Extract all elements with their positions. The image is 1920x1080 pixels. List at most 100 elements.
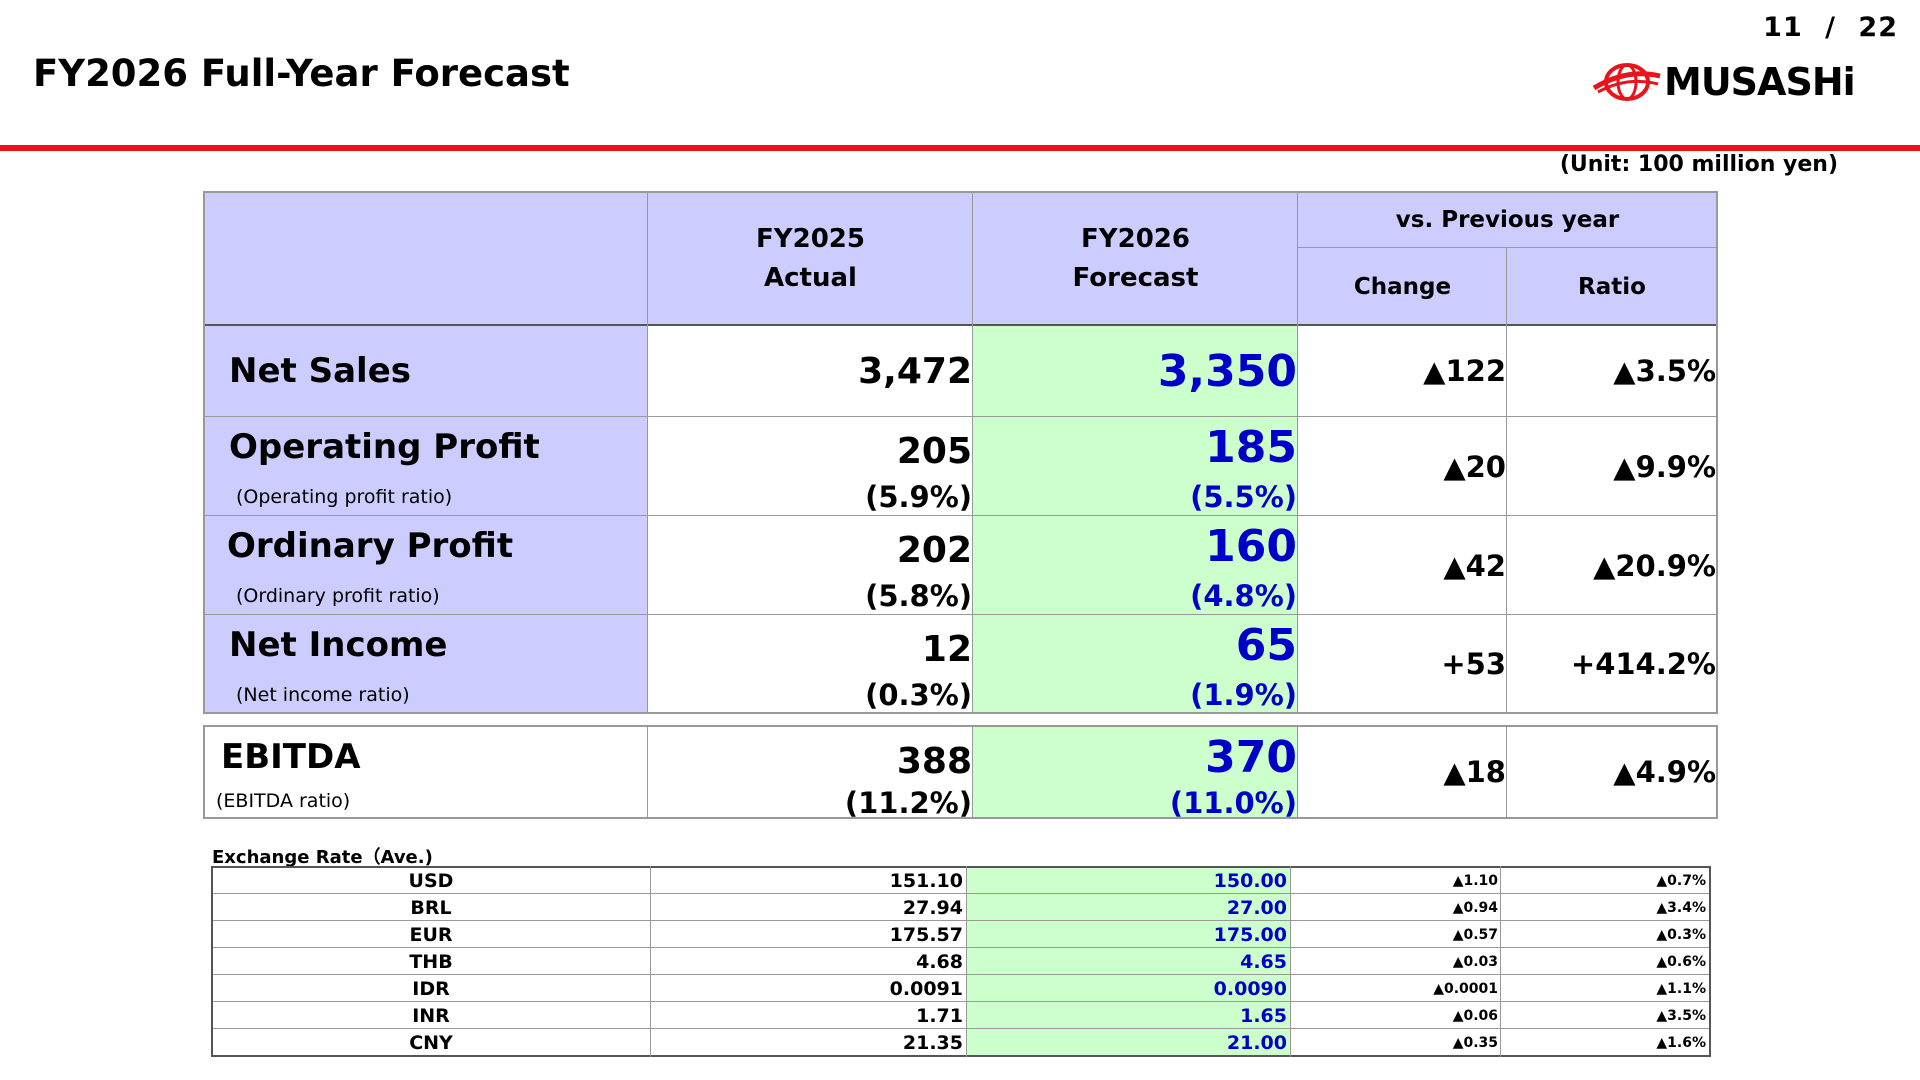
ordinary-profit-actual: 202 bbox=[896, 529, 972, 571]
currency-code: IDR bbox=[412, 977, 450, 1000]
grid-line bbox=[1716, 191, 1718, 714]
currency-code: USD bbox=[408, 869, 454, 892]
grid-line bbox=[211, 866, 1711, 868]
label-ordinary-profit-ratio: (Ordinary profit ratio) bbox=[236, 585, 440, 607]
musashi-emblem-icon bbox=[1592, 63, 1661, 101]
rate-forecast: 150.00 bbox=[966, 867, 1290, 894]
label-net-income: Net Income bbox=[229, 625, 448, 665]
label-ebitda: EBITDA bbox=[221, 737, 361, 777]
page-current: 11 bbox=[1763, 12, 1803, 43]
header-actual-year: FY2025 bbox=[756, 223, 865, 254]
grid-line bbox=[1506, 725, 1507, 819]
page-separator: / bbox=[1825, 12, 1837, 43]
exchange-row: THB 4.68 4.65 ▲0.03 ▲0.6% bbox=[212, 948, 1710, 975]
rate-change: ▲1.10 bbox=[1452, 872, 1498, 889]
exchange-row: BRL 27.94 27.00 ▲0.94 ▲3.4% bbox=[212, 894, 1710, 921]
page-title: FY2026 Full-Year Forecast bbox=[33, 52, 570, 95]
label-ebitda-ratio: (EBITDA ratio) bbox=[216, 790, 351, 812]
grid-line bbox=[1297, 725, 1298, 819]
rate-change: ▲0.0001 bbox=[1433, 980, 1498, 997]
grid-line bbox=[211, 974, 1711, 975]
label-net-income-ratio: (Net income ratio) bbox=[236, 683, 410, 706]
rate-actual: 27.94 bbox=[902, 896, 963, 919]
operating-profit-actual-ratio: (5.9%) bbox=[865, 480, 972, 514]
ebitda-change: ▲18 bbox=[1443, 755, 1506, 789]
net-sales-ratio: ▲3.5% bbox=[1613, 354, 1716, 388]
ebitda-forecast: 370 bbox=[1205, 731, 1297, 783]
net-sales-change: ▲122 bbox=[1423, 354, 1506, 388]
header-forecast-year: FY2026 bbox=[1081, 223, 1190, 254]
label-net-sales: Net Sales bbox=[229, 351, 411, 391]
rate-ratio: ▲0.7% bbox=[1656, 872, 1706, 889]
grid-line bbox=[650, 866, 651, 1057]
page-total: 22 bbox=[1858, 12, 1898, 43]
header-forecast-label: Forecast bbox=[1072, 262, 1199, 293]
rate-forecast: 175.00 bbox=[966, 921, 1290, 948]
grid-line bbox=[1297, 191, 1298, 714]
net-income-forecast-ratio: (1.9%) bbox=[1190, 677, 1297, 712]
ordinary-profit-forecast-ratio: (4.8%) bbox=[1190, 579, 1297, 613]
rate-forecast: 27.00 bbox=[966, 894, 1290, 921]
operating-profit-actual: 205 bbox=[896, 430, 972, 472]
rate-actual: 4.68 bbox=[916, 950, 963, 973]
net-income-ratio: +414.2% bbox=[1570, 647, 1716, 681]
grid-line bbox=[203, 817, 1718, 819]
rate-actual: 21.35 bbox=[902, 1031, 963, 1054]
label-operating-profit: Operating Profit bbox=[229, 427, 540, 467]
ebitda-actual-ratio: (11.2%) bbox=[844, 786, 972, 820]
ordinary-profit-actual-ratio: (5.8%) bbox=[865, 579, 972, 613]
grid-line bbox=[203, 324, 1718, 326]
ebitda-forecast-ratio: (11.0%) bbox=[1169, 786, 1297, 820]
currency-code: INR bbox=[412, 1004, 450, 1027]
label-ordinary-profit: Ordinary Profit bbox=[227, 526, 514, 566]
label-column bbox=[204, 325, 648, 713]
rate-change: ▲0.06 bbox=[1452, 1007, 1498, 1024]
ordinary-profit-forecast: 160 bbox=[1205, 520, 1297, 572]
currency-code: THB bbox=[409, 950, 453, 973]
grid-line bbox=[203, 725, 1718, 727]
ordinary-profit-ratio: ▲20.9% bbox=[1593, 548, 1716, 583]
rate-forecast: 4.65 bbox=[966, 948, 1290, 975]
page-number: 11 / 22 bbox=[1763, 12, 1898, 43]
exchange-row: USD 151.10 150.00 ▲1.10 ▲0.7% bbox=[212, 867, 1710, 894]
operating-profit-forecast-ratio: (5.5%) bbox=[1190, 480, 1297, 514]
rate-actual: 151.10 bbox=[889, 869, 963, 892]
rate-ratio: ▲3.5% bbox=[1656, 1007, 1706, 1024]
header-vs-previous: vs. Previous year bbox=[1298, 192, 1717, 248]
grid-line bbox=[203, 712, 1718, 714]
header-divider bbox=[0, 145, 1920, 151]
header-actual-label: Actual bbox=[764, 262, 857, 293]
rate-ratio: ▲1.6% bbox=[1656, 1034, 1706, 1051]
logo-text: MUSASHi bbox=[1664, 60, 1856, 104]
grid-line bbox=[203, 515, 1718, 516]
operating-profit-ratio: ▲9.9% bbox=[1613, 449, 1716, 484]
rate-ratio: ▲0.3% bbox=[1656, 926, 1706, 943]
grid-line bbox=[972, 725, 973, 819]
grid-line bbox=[1500, 866, 1501, 1057]
grid-line bbox=[1709, 866, 1711, 1057]
exchange-row: IDR 0.0091 0.0090 ▲0.0001 ▲1.1% bbox=[212, 975, 1710, 1002]
grid-line bbox=[203, 614, 1718, 615]
grid-line bbox=[203, 725, 205, 819]
grid-line bbox=[1290, 866, 1291, 1057]
grid-line bbox=[203, 191, 205, 714]
header-corner bbox=[204, 192, 648, 325]
grid-line bbox=[211, 1001, 1711, 1002]
exchange-row: INR 1.71 1.65 ▲0.06 ▲3.5% bbox=[212, 1002, 1710, 1029]
rate-change: ▲0.94 bbox=[1452, 899, 1498, 916]
grid-line bbox=[211, 866, 213, 1057]
forecast-column-ebitda bbox=[973, 726, 1298, 818]
net-income-actual-ratio: (0.3%) bbox=[865, 677, 972, 712]
grid-line bbox=[203, 416, 1718, 417]
rate-change: ▲0.03 bbox=[1452, 953, 1498, 970]
unit-note: (Unit: 100 million yen) bbox=[1559, 152, 1838, 177]
exchange-row: CNY 21.35 21.00 ▲0.35 ▲1.6% bbox=[212, 1029, 1710, 1056]
net-sales-forecast: 3,350 bbox=[1157, 345, 1297, 397]
rate-ratio: ▲0.6% bbox=[1656, 953, 1706, 970]
ebitda-ratio: ▲4.9% bbox=[1613, 755, 1716, 789]
header-change: Change bbox=[1298, 248, 1507, 325]
rate-change: ▲0.35 bbox=[1452, 1034, 1498, 1051]
grid-line bbox=[647, 725, 648, 819]
net-income-forecast: 65 bbox=[1235, 619, 1297, 671]
rate-forecast: 21.00 bbox=[966, 1029, 1290, 1056]
